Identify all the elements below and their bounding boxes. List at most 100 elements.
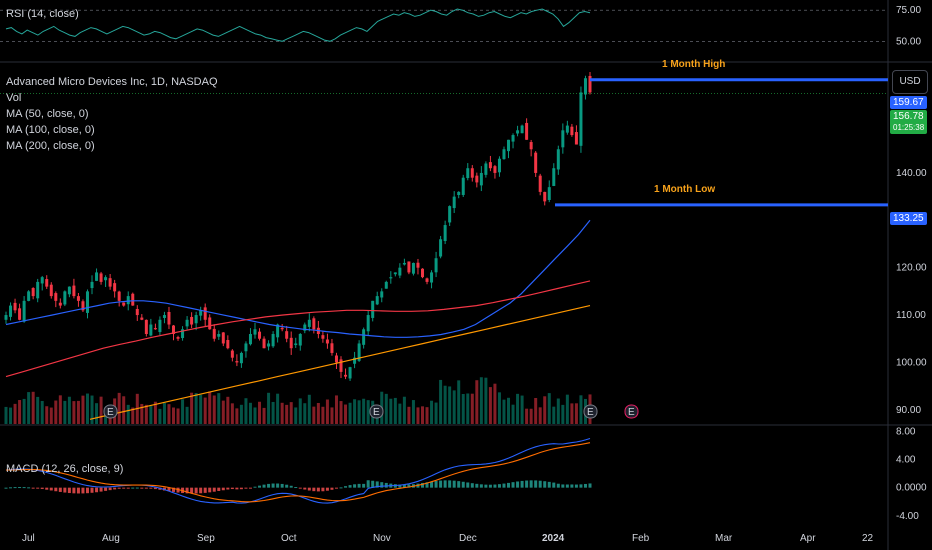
volume-bar xyxy=(131,407,135,424)
candle-body xyxy=(371,300,375,318)
macd-histogram-bar xyxy=(226,487,230,490)
volume-bar xyxy=(425,407,429,424)
candle-body xyxy=(149,324,153,336)
volume-bar xyxy=(58,395,62,424)
macd-histogram-bar xyxy=(334,487,338,489)
candle-body xyxy=(534,152,538,173)
macd-histogram-bar xyxy=(475,483,479,488)
macd-histogram-bar xyxy=(276,483,280,488)
candle-body xyxy=(4,315,8,320)
volume-bar xyxy=(543,396,547,424)
macd-histogram-bar xyxy=(344,486,348,488)
macd-histogram-bar xyxy=(54,487,58,492)
candle-body xyxy=(126,296,130,305)
volume-bar xyxy=(434,402,438,424)
candle-body xyxy=(525,122,529,140)
macd-tick: -4.00 xyxy=(896,511,919,522)
volume-bar xyxy=(334,395,338,424)
candle-body xyxy=(484,163,488,175)
candle-body xyxy=(22,300,26,322)
volume-bar xyxy=(525,408,529,424)
macd-histogram-bar xyxy=(203,487,207,493)
macd-histogram-bar xyxy=(167,487,171,492)
currency-button[interactable]: USD xyxy=(892,70,928,94)
macd-histogram-bar xyxy=(307,487,311,491)
macd-histogram-bar xyxy=(470,483,474,488)
volume-bar xyxy=(194,393,198,424)
macd-histogram-bar xyxy=(561,484,565,488)
volume-bar xyxy=(493,383,497,424)
volume-bar xyxy=(470,393,474,424)
macd-histogram-bar xyxy=(149,487,153,489)
macd-histogram-bar xyxy=(22,487,26,489)
macd-histogram-bar xyxy=(9,487,13,489)
macd-histogram-bar xyxy=(511,482,515,488)
candle-body xyxy=(194,315,198,324)
candle-body xyxy=(289,337,293,349)
candle-body xyxy=(466,168,470,179)
volume-bar xyxy=(172,407,176,424)
macd-histogram-bar xyxy=(321,487,325,492)
macd-histogram-bar xyxy=(574,484,578,488)
macd-histogram-bar xyxy=(479,484,483,488)
macd-histogram-bar xyxy=(194,487,198,494)
candle-body xyxy=(303,324,307,331)
candle-body xyxy=(190,316,194,325)
candle-body xyxy=(420,268,424,278)
candle-body xyxy=(380,291,384,298)
candle-body xyxy=(267,343,271,347)
volume-bar xyxy=(181,399,185,424)
volume-bar xyxy=(294,407,298,424)
macd-histogram-bar xyxy=(235,487,239,490)
volume-bar xyxy=(298,398,302,424)
macd-histogram-bar xyxy=(402,484,406,488)
candle-body xyxy=(63,291,67,305)
macd-histogram-bar xyxy=(117,487,121,489)
macd-tick: 8.00 xyxy=(896,426,916,437)
candle-body xyxy=(493,166,497,173)
candle-body xyxy=(176,337,180,339)
volume-bar xyxy=(208,391,212,424)
volume-bar xyxy=(18,400,22,424)
macd-histogram-bar xyxy=(208,487,212,493)
high-price-tag: 159.67 xyxy=(890,96,927,109)
candle-body xyxy=(339,359,343,372)
volume-bar xyxy=(235,408,239,424)
volume-bar xyxy=(176,408,180,424)
volume-bar xyxy=(122,396,126,424)
date-tick: Oct xyxy=(281,533,297,544)
candle-body xyxy=(253,329,257,335)
macd-histogram-bar xyxy=(76,487,80,494)
candle-body xyxy=(131,293,135,306)
volume-bar xyxy=(479,377,483,424)
volume-bar xyxy=(579,395,583,424)
candle-body xyxy=(353,357,357,364)
volume-bar xyxy=(312,406,316,424)
volume-bar xyxy=(280,402,284,424)
macd-histogram-bar xyxy=(466,482,470,488)
date-tick: 2024 xyxy=(542,533,565,544)
candle-body xyxy=(95,272,99,281)
macd-histogram-bar xyxy=(190,487,194,494)
volume-bar xyxy=(547,393,551,424)
candle-body xyxy=(235,361,239,363)
macd-histogram-bar xyxy=(312,487,316,492)
macd-histogram-bar xyxy=(185,487,189,494)
volume-bar xyxy=(67,396,71,424)
volume-bar xyxy=(393,397,397,424)
macd-histogram-bar xyxy=(430,481,434,488)
macd-histogram-bar xyxy=(461,481,465,488)
last-price-value: 156.78 xyxy=(893,111,924,122)
macd-histogram-bar xyxy=(565,484,569,488)
candle-body xyxy=(285,331,289,339)
candle-body xyxy=(375,296,379,305)
macd-histogram-bar xyxy=(49,487,53,491)
macd-histogram-bar xyxy=(271,483,275,488)
volume-bar xyxy=(285,404,289,424)
macd-histogram-bar xyxy=(289,485,293,488)
volume-bar xyxy=(353,399,357,424)
candle-body xyxy=(547,187,551,200)
macd-histogram-bar xyxy=(543,481,547,488)
candle-body xyxy=(457,191,461,196)
